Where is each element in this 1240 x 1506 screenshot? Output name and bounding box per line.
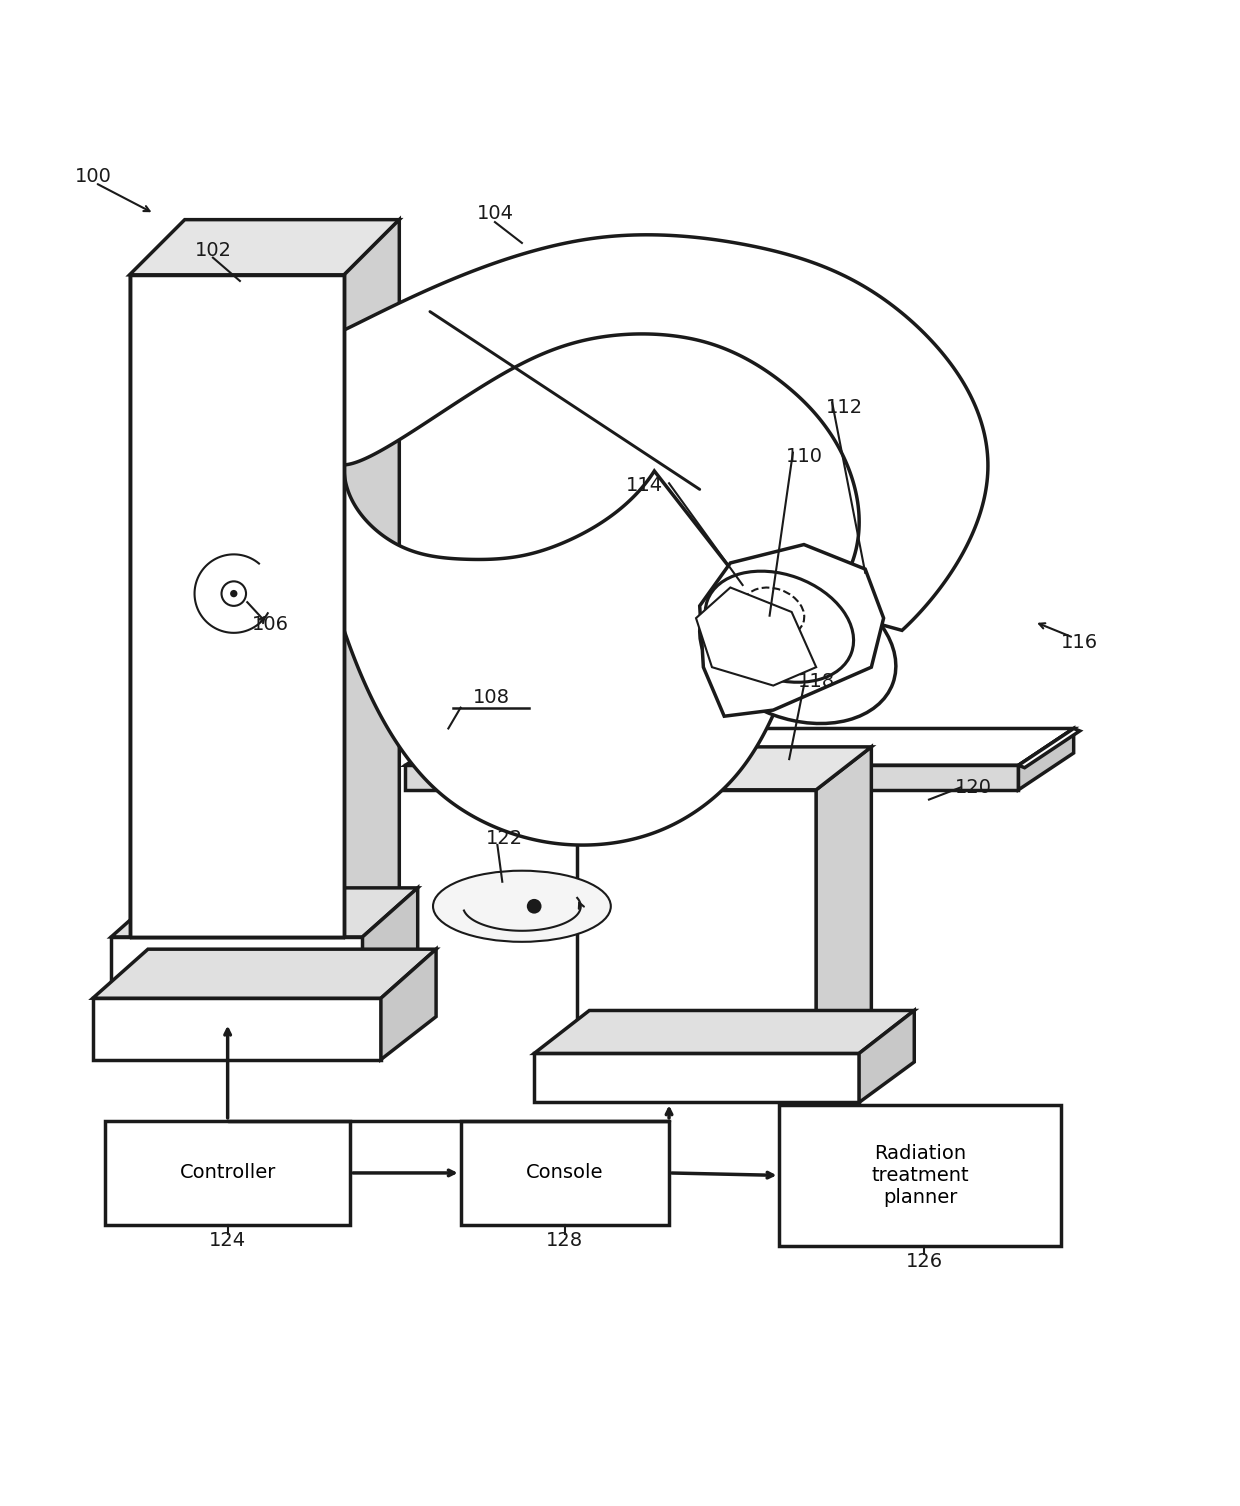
Polygon shape: [343, 465, 797, 845]
Circle shape: [231, 590, 237, 598]
Polygon shape: [1018, 729, 1080, 768]
Polygon shape: [129, 220, 399, 274]
Circle shape: [527, 899, 542, 914]
Polygon shape: [405, 729, 1074, 765]
Polygon shape: [93, 998, 381, 1060]
Text: 108: 108: [472, 688, 510, 708]
Text: 114: 114: [626, 476, 663, 495]
Text: Radiation
treatment
planner: Radiation treatment planner: [872, 1145, 970, 1206]
Text: 126: 126: [905, 1253, 942, 1271]
Polygon shape: [534, 1011, 914, 1053]
Polygon shape: [112, 937, 362, 998]
Polygon shape: [93, 949, 436, 998]
Text: 106: 106: [252, 614, 289, 634]
Text: 112: 112: [826, 398, 863, 417]
Polygon shape: [129, 274, 345, 937]
Polygon shape: [696, 587, 816, 685]
Polygon shape: [405, 765, 1018, 789]
Ellipse shape: [706, 571, 853, 682]
Text: 104: 104: [476, 203, 513, 223]
Circle shape: [222, 581, 246, 605]
Polygon shape: [534, 1053, 859, 1102]
Text: 100: 100: [74, 167, 112, 187]
Text: 116: 116: [1061, 633, 1099, 652]
Text: Console: Console: [526, 1164, 604, 1182]
Bar: [105, 1120, 350, 1224]
Text: 124: 124: [210, 1232, 247, 1250]
Text: 110: 110: [785, 447, 822, 465]
Polygon shape: [699, 545, 884, 717]
Polygon shape: [362, 889, 418, 998]
Text: Controller: Controller: [180, 1164, 275, 1182]
Polygon shape: [381, 949, 436, 1060]
Polygon shape: [577, 789, 816, 1053]
Ellipse shape: [433, 870, 611, 941]
Bar: [460, 1120, 670, 1224]
Polygon shape: [345, 235, 988, 631]
Polygon shape: [577, 747, 872, 789]
Polygon shape: [859, 1011, 914, 1102]
Polygon shape: [1018, 729, 1074, 789]
Polygon shape: [129, 274, 345, 465]
Polygon shape: [816, 747, 872, 1053]
Polygon shape: [345, 220, 399, 937]
Ellipse shape: [699, 574, 895, 723]
Bar: [780, 1105, 1061, 1245]
Polygon shape: [129, 465, 345, 937]
Text: 102: 102: [195, 241, 232, 261]
Text: 128: 128: [547, 1232, 583, 1250]
Text: 118: 118: [797, 672, 835, 691]
Polygon shape: [112, 889, 418, 937]
Text: 120: 120: [955, 777, 992, 797]
Text: 122: 122: [486, 830, 523, 848]
